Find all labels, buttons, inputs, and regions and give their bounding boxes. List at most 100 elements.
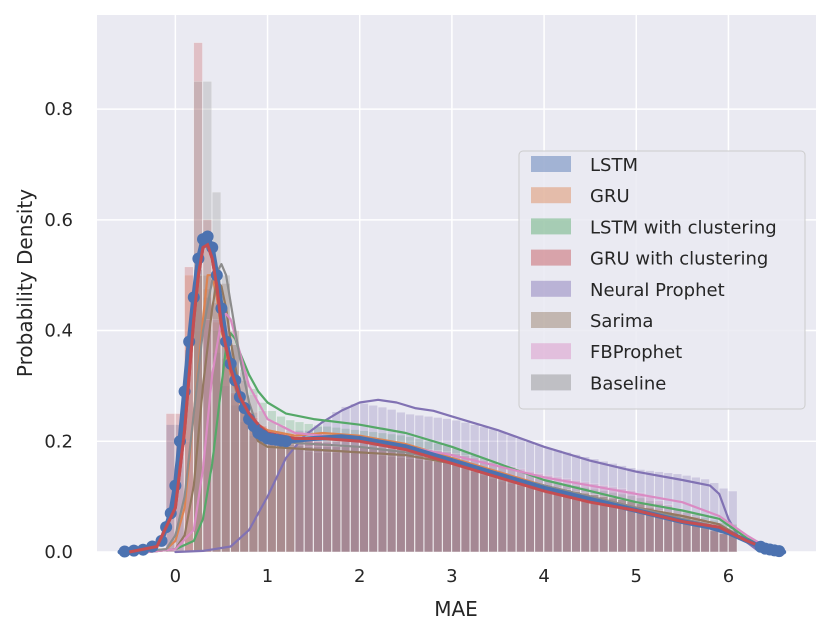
x-tick-label: 6 <box>723 566 734 587</box>
hist-bar <box>405 436 415 553</box>
hist-bar <box>285 419 295 553</box>
hist-bar <box>516 478 526 553</box>
hist-series <box>193 81 738 553</box>
hist-bar <box>617 488 627 553</box>
hist-bar <box>377 406 388 553</box>
hist-bar <box>248 428 258 553</box>
legend-swatch <box>531 156 571 172</box>
hist-bar <box>230 344 240 553</box>
hist-bar <box>294 429 305 553</box>
hist-bar <box>387 409 397 553</box>
hist-bar <box>405 458 415 553</box>
hist-bar <box>562 483 572 553</box>
hist-bar <box>211 322 222 553</box>
hist-bar <box>341 428 351 553</box>
lstm-marker <box>215 302 228 315</box>
hist-bar <box>589 494 600 553</box>
hist-bar <box>451 459 461 553</box>
hist-bar <box>387 448 397 553</box>
hist-bar <box>580 492 590 553</box>
hist-bar <box>488 470 498 553</box>
hist-bar <box>654 503 664 553</box>
legend: LSTM GRU LSTM with clustering GRU with clus… <box>518 150 806 410</box>
legend-item: GRU with clustering <box>531 249 768 270</box>
hist-bar <box>654 510 664 553</box>
hist-bar <box>322 441 332 553</box>
hist-bar <box>258 402 268 553</box>
hist-bar <box>663 504 673 553</box>
hist-bar <box>221 283 231 553</box>
hist-bar <box>341 441 351 553</box>
legend-swatch <box>531 187 571 204</box>
hist-bar <box>516 468 526 553</box>
hist-bar <box>322 441 332 553</box>
hist-bar <box>414 459 424 553</box>
legend-swatch <box>531 343 571 360</box>
legend-item: Neural Prophet <box>531 280 725 301</box>
hist-bar <box>267 410 277 553</box>
y-tick-label: 0.4 <box>44 321 73 342</box>
hist-bar <box>331 411 341 553</box>
legend-label: Neural Prophet <box>590 280 725 301</box>
hist-bar <box>304 446 314 553</box>
hist-bar <box>368 431 378 553</box>
x-tick-label: 0 <box>170 566 181 587</box>
hist-bar <box>433 450 443 553</box>
y-axis-label: Probability Density <box>13 189 37 377</box>
hist-bar <box>470 457 480 553</box>
hist-bar <box>654 508 664 553</box>
hist-bar <box>571 480 581 553</box>
hist-bar <box>700 526 710 553</box>
hist-bar <box>433 455 443 553</box>
hist-bar <box>506 466 517 553</box>
hist-bar <box>359 447 369 553</box>
hist-bar <box>580 492 590 553</box>
hist-series <box>294 403 738 553</box>
hist-bar <box>682 475 692 553</box>
hist-bar <box>580 456 590 553</box>
hist-bar <box>470 424 480 553</box>
hist-bar <box>341 446 351 553</box>
hist-bar <box>331 452 341 553</box>
hist-bar <box>580 492 590 553</box>
hist-bar <box>599 496 609 553</box>
hist-bar <box>230 344 240 553</box>
hist-bar <box>589 483 600 553</box>
hist-bar <box>221 385 231 553</box>
hist-bar <box>553 487 563 553</box>
y-tick-labels: 0.0 0.2 0.4 0.6 0.8 <box>44 99 73 563</box>
hist-bar <box>331 441 341 553</box>
hist-bar <box>543 475 553 553</box>
hist-bar <box>645 506 655 553</box>
x-axis-label: MAE <box>434 597 478 621</box>
hist-bar <box>322 442 332 553</box>
hist-bar <box>599 496 609 553</box>
legend-swatch <box>531 374 571 391</box>
y-tick-label: 0.6 <box>44 210 73 231</box>
kde-line <box>146 332 776 554</box>
legend-swatch <box>531 312 571 328</box>
hist-bar <box>442 451 452 553</box>
hist-bar <box>377 449 388 553</box>
hist-bar <box>414 438 424 553</box>
hist-bar <box>571 454 581 553</box>
hist-bar <box>396 451 406 553</box>
hist-bar <box>562 478 572 553</box>
hist-bar <box>423 441 434 553</box>
hist-bar <box>506 483 517 553</box>
hist-bar <box>322 426 332 553</box>
hist-bar <box>368 405 378 553</box>
hist-bar <box>654 510 664 553</box>
hist-bar <box>331 443 341 553</box>
hist-bar <box>331 446 341 553</box>
hist-bar <box>645 500 655 553</box>
hist-bar <box>239 405 249 553</box>
kde-markers <box>118 230 786 558</box>
legend-item: LSTM <box>531 155 638 176</box>
hist-bar <box>479 474 489 553</box>
hist-bar <box>442 418 452 553</box>
hist-bar <box>709 519 719 553</box>
hist-bar <box>451 419 461 553</box>
hist-bar <box>525 470 535 553</box>
hist-bar <box>387 433 397 553</box>
